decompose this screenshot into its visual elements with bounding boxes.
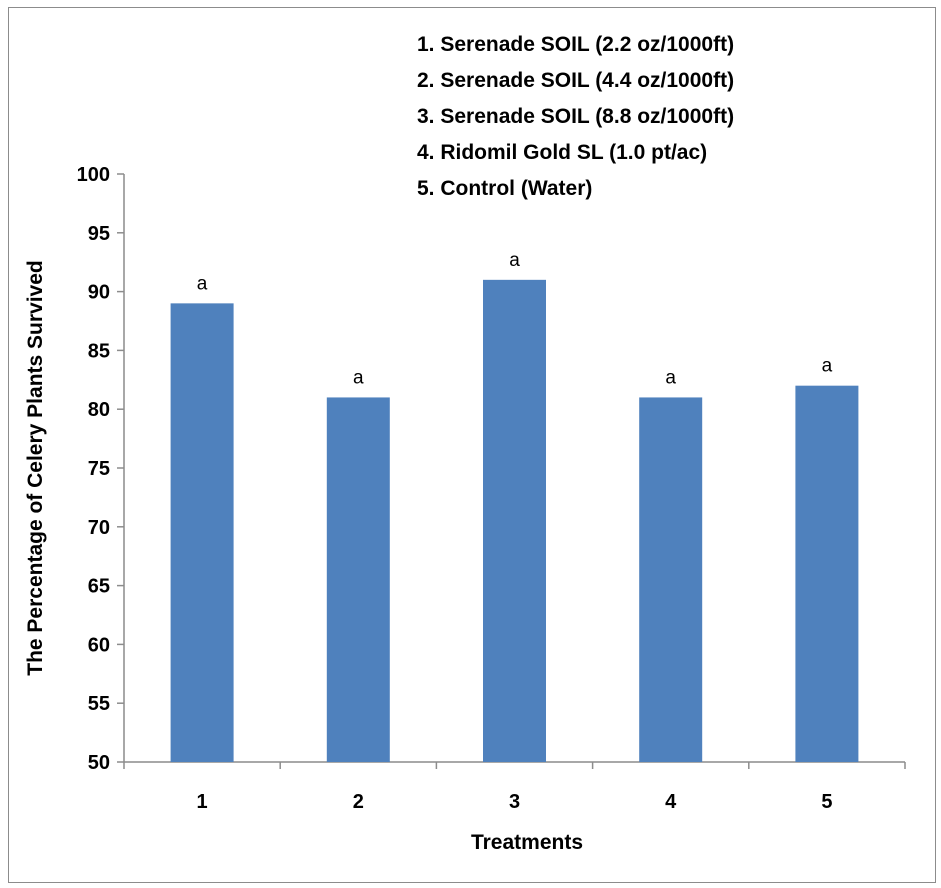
bar-data-label: a xyxy=(822,356,833,377)
x-tick-label: 3 xyxy=(509,791,520,813)
y-tick-label: 65 xyxy=(88,576,110,598)
y-axis: 50 55 60 65 70 75 80 85 90 95 100 xyxy=(77,164,125,774)
y-axis-title: The Percentage of Celery Plants Survived xyxy=(24,260,47,676)
x-tick-label: 4 xyxy=(665,791,677,813)
y-tick-label: 75 xyxy=(88,458,110,480)
bar xyxy=(326,397,390,762)
chart-frame xyxy=(8,7,936,883)
bar xyxy=(639,397,703,762)
legend-entry: 5. Control (Water) xyxy=(417,177,592,200)
y-tick-label: 85 xyxy=(88,340,110,362)
y-tick-label: 100 xyxy=(77,164,110,186)
bars: a a a a a xyxy=(170,250,859,762)
y-tick-label: 95 xyxy=(88,223,110,245)
legend-entry: 1. Serenade SOIL (2.2 oz/1000ft) xyxy=(417,33,734,56)
bar xyxy=(483,279,546,762)
legend: 1. Serenade SOIL (2.2 oz/1000ft) 2. Seren… xyxy=(417,33,734,200)
x-tick-label: 1 xyxy=(197,791,208,813)
y-tick-label: 50 xyxy=(88,752,110,774)
legend-entry: 3. Serenade SOIL (8.8 oz/1000ft) xyxy=(417,105,734,128)
y-tick-label: 55 xyxy=(88,693,110,715)
y-tick-label: 90 xyxy=(88,282,110,304)
x-tick-label: 5 xyxy=(821,791,832,813)
y-tick-label: 70 xyxy=(88,517,110,539)
bar-data-label: a xyxy=(509,250,520,271)
x-axis-title: Treatments xyxy=(471,831,583,854)
bar-data-label: a xyxy=(665,367,676,388)
bar xyxy=(795,385,859,762)
x-axis: 1 2 3 4 5 xyxy=(123,761,906,813)
bar-data-label: a xyxy=(353,367,364,388)
bar-data-label: a xyxy=(197,273,208,294)
bar xyxy=(170,303,234,762)
legend-entry: 2. Serenade SOIL (4.4 oz/1000ft) xyxy=(417,69,734,92)
x-tick-label: 2 xyxy=(353,791,364,813)
y-tick-label: 60 xyxy=(88,634,110,656)
y-tick-label: 80 xyxy=(88,399,110,421)
legend-entry: 4. Ridomil Gold SL (1.0 pt/ac) xyxy=(417,141,707,164)
